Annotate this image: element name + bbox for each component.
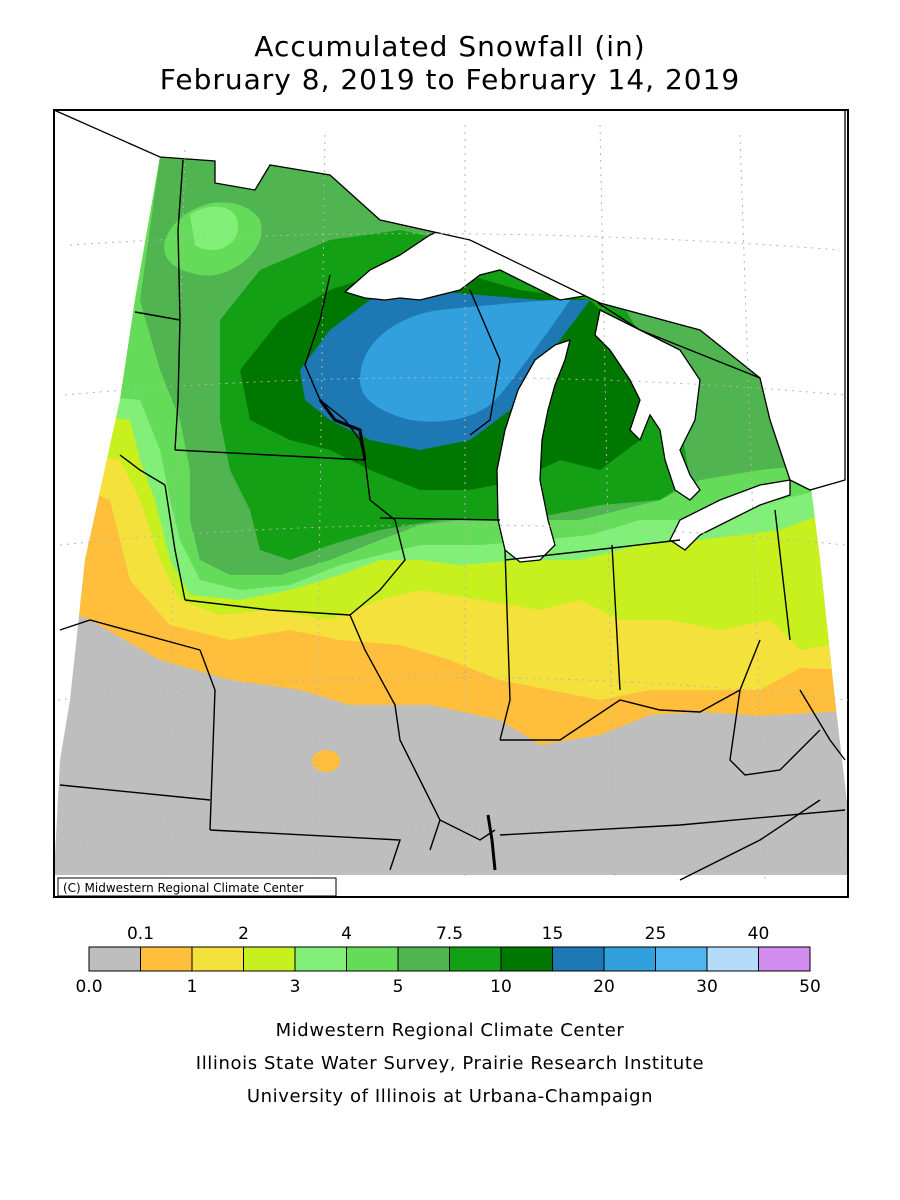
legend-bottom-label: 30 [696, 977, 718, 997]
legend-bottom-label: 10 [490, 977, 512, 997]
border-wi-il [379, 517, 501, 521]
legend-swatch [706, 946, 759, 972]
border-sd-ne [119, 454, 166, 486]
border-ky-wv [729, 689, 821, 776]
zone-3-4-blob-nw2 [190, 206, 239, 250]
legend-swatch [500, 946, 553, 972]
legend-swatch [758, 946, 811, 972]
map-title-line1: Accumulated Snowfall (in) [254, 30, 646, 63]
border-ks-ok [59, 784, 211, 801]
border-ia-mo [184, 599, 351, 616]
legend-swatch [191, 946, 244, 972]
legend-top-label: 0.1 [127, 924, 154, 944]
border-wv-va [799, 689, 846, 761]
legend-bottom-label: 20 [593, 977, 615, 997]
map-frame [53, 109, 849, 898]
ontario-landmass [53, 109, 846, 491]
legend-swatch [88, 946, 141, 972]
legend-swatch [449, 946, 502, 972]
border-tn-nc [679, 799, 821, 881]
border-mi-wi-up [469, 289, 501, 436]
border-ne-ks [59, 619, 201, 651]
border-oh-pa [774, 509, 791, 641]
legend-swatch [552, 946, 605, 972]
legend-top-label: 15 [542, 924, 564, 944]
copyright-text: (C) Midwestern Regional Climate Center [63, 881, 304, 895]
border-ky-tn [499, 809, 846, 836]
footer-line3: University of Illinois at Urbana-Champai… [246, 1086, 654, 1107]
kentucky-lake [486, 814, 497, 871]
border-mn-sd [174, 319, 181, 451]
footer-line1: Midwestern Regional Climate Center [275, 1020, 625, 1041]
legend-bottom-label: 5 [393, 977, 404, 997]
great-lakes [343, 221, 791, 563]
color-legend: 0.1 2 4 7.5 15 25 40 0.0 1 3 5 10 20 30 50 [75, 924, 820, 997]
border-ia-ne [164, 484, 186, 601]
legend-top-label: 4 [341, 924, 352, 944]
border-mi-oh-in [504, 539, 681, 561]
border-ia-il [349, 459, 406, 616]
border-mo-ar [209, 829, 401, 871]
lake-michigan [496, 339, 571, 563]
border-nd-mn [177, 159, 184, 321]
legend-swatch [294, 946, 347, 972]
border-ks-mo [199, 649, 216, 831]
legend-bottom-label: 0.0 [75, 977, 102, 997]
zone-0.1-1-spot [312, 750, 340, 772]
footer-line2: Illinois State Water Survey, Prairie Res… [195, 1053, 705, 1074]
border-il-in [499, 549, 511, 741]
mississippi-river [318, 399, 367, 461]
legend-swatch [397, 946, 450, 972]
legend-swatch [346, 946, 399, 972]
legend-top-label: 7.5 [436, 924, 463, 944]
legend-swatch [655, 946, 708, 972]
lake-erie [669, 479, 791, 551]
zone-20-25 [360, 300, 570, 422]
canada-land [53, 109, 846, 491]
border-mi-ontario [597, 302, 761, 379]
lake-huron [594, 309, 701, 501]
legend-top-label: 2 [238, 924, 249, 944]
border-mn-ia-line [174, 449, 366, 461]
legend-top-label: 40 [748, 924, 770, 944]
legend-swatch [243, 946, 296, 972]
legend-swatch [603, 946, 656, 972]
legend-bottom-label: 1 [187, 977, 198, 997]
copyright-box [57, 877, 337, 897]
legend-bottom-label: 50 [799, 977, 821, 997]
legend-swatch [140, 946, 193, 972]
border-in-oh [611, 544, 621, 691]
map-title-line2: February 8, 2019 to February 14, 2019 [159, 63, 741, 96]
legend-bottom-label: 3 [290, 977, 301, 997]
border-nd-sd [134, 311, 181, 321]
state-borders [59, 159, 846, 881]
legend-top-label: 25 [645, 924, 667, 944]
